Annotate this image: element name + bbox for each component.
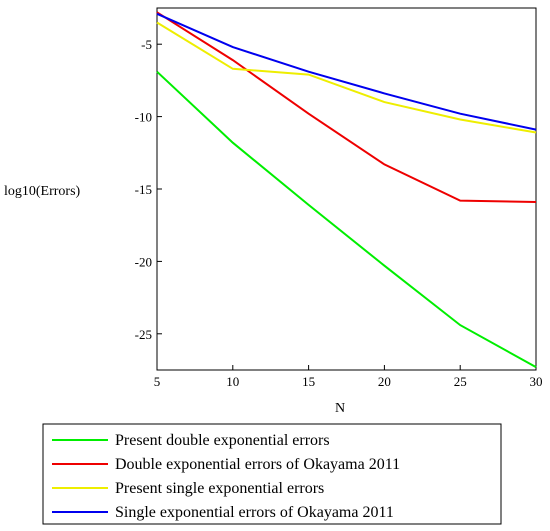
y-axis-ticks: -5 -10 -15 -20 -25 bbox=[135, 37, 162, 342]
legend-label: Present single exponential errors bbox=[115, 480, 324, 497]
x-tick-label: 25 bbox=[454, 374, 467, 389]
series-line bbox=[156, 70, 537, 368]
legend-label: Present double exponential errors bbox=[115, 432, 330, 449]
legend: Present double exponential errors Double … bbox=[52, 432, 400, 521]
y-axis-label: log10(Errors) bbox=[4, 184, 81, 199]
series-line bbox=[156, 11, 537, 203]
plot-area bbox=[156, 7, 537, 371]
x-tick-label: 15 bbox=[302, 374, 315, 389]
y-tick-label: -25 bbox=[135, 327, 152, 342]
series-lines bbox=[156, 11, 537, 368]
x-tick-label: 10 bbox=[226, 374, 239, 389]
y-tick-label: -15 bbox=[135, 182, 152, 197]
y-tick-label: -20 bbox=[135, 254, 152, 269]
series-line bbox=[156, 12, 537, 131]
legend-label: Single exponential errors of Okayama 201… bbox=[115, 504, 394, 521]
legend-box bbox=[42, 423, 502, 525]
y-tick-label: -5 bbox=[141, 37, 152, 52]
x-axis-ticks: 5 10 15 20 25 30 bbox=[154, 365, 543, 389]
x-tick-label: 5 bbox=[154, 374, 161, 389]
series-line bbox=[156, 21, 537, 134]
x-axis-label: N bbox=[335, 401, 345, 416]
x-tick-label: 20 bbox=[378, 374, 391, 389]
y-tick-label: -10 bbox=[135, 110, 152, 125]
x-tick-label: 30 bbox=[530, 374, 543, 389]
legend-label: Double exponential errors of Okayama 201… bbox=[115, 456, 400, 473]
